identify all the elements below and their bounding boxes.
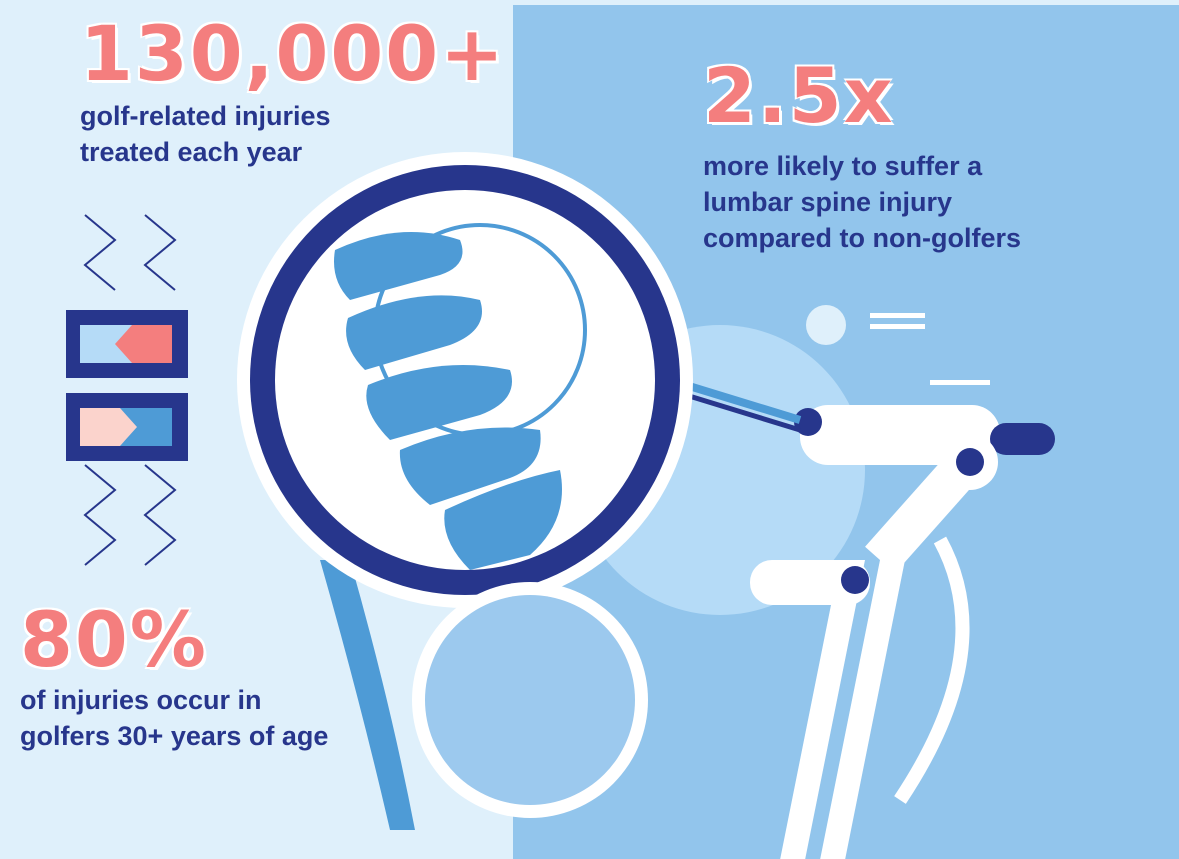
figure: 80% xyxy=(20,595,208,684)
caption-line: compared to non-golfers xyxy=(703,223,1022,253)
stat: 2.5x more likely to suffer a lumbar spin… xyxy=(703,56,1021,256)
deco xyxy=(930,380,990,385)
caption-line: golf-related injuries xyxy=(80,101,331,131)
stat: 80% of injuries occur in golfers 30+ yea… xyxy=(20,600,328,754)
figure: 2.5x xyxy=(703,51,895,140)
caption-line: of injuries occur in xyxy=(20,685,262,715)
knob xyxy=(794,408,822,436)
arm xyxy=(820,560,905,859)
figure: 130,000+ xyxy=(80,9,506,98)
caption-line: treated each year xyxy=(80,137,303,167)
caption-line: lumbar spine injury xyxy=(703,187,953,217)
bubble xyxy=(806,305,846,345)
knob xyxy=(956,448,984,476)
stat: 130,000+ golf-related injuries treated e… xyxy=(80,14,506,170)
stand xyxy=(320,560,415,830)
deco xyxy=(870,313,925,318)
caption-line: golfers 30+ years of age xyxy=(20,721,329,751)
arrow xyxy=(80,408,137,446)
arrow xyxy=(115,325,172,363)
caption-line: more likely to suffer a xyxy=(703,151,983,181)
cable xyxy=(894,536,970,804)
deco xyxy=(870,324,925,329)
vertebrae xyxy=(334,232,562,570)
strand xyxy=(83,214,177,566)
knob xyxy=(841,566,869,594)
lens-small xyxy=(425,595,635,805)
arm xyxy=(780,560,865,859)
scope-end xyxy=(990,423,1055,455)
joint xyxy=(750,560,870,605)
arm xyxy=(865,456,975,574)
